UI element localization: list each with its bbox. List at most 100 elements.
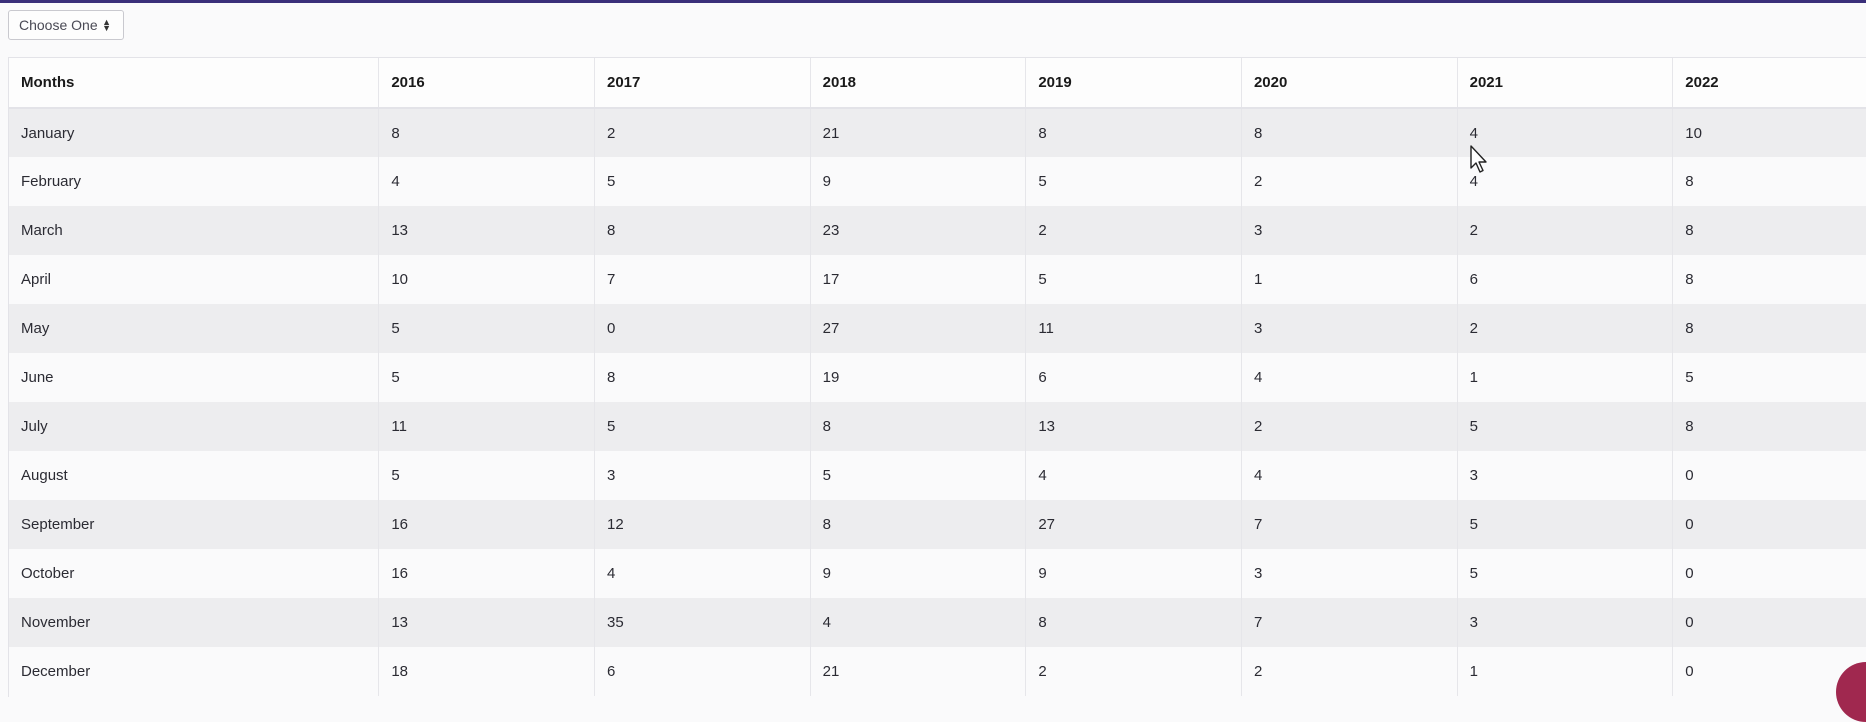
value-cell: 4 xyxy=(594,549,811,598)
column-header-2021: 2021 xyxy=(1457,58,1674,109)
table-row: January 8 2 21 8 8 4 10 xyxy=(9,108,1866,157)
value-cell: 2 xyxy=(1457,206,1674,255)
value-cell: 12 xyxy=(594,500,811,549)
value-cell: 1 xyxy=(1457,647,1674,696)
value-cell: 8 xyxy=(1672,402,1866,451)
value-cell: 3 xyxy=(1241,206,1458,255)
value-cell: 0 xyxy=(1672,500,1866,549)
value-cell: 0 xyxy=(594,304,811,353)
value-cell: 0 xyxy=(1672,598,1866,647)
value-cell: 21 xyxy=(810,647,1027,696)
value-cell: 1 xyxy=(1457,353,1674,402)
value-cell: 5 xyxy=(1025,157,1242,206)
month-cell: January xyxy=(9,108,380,157)
month-cell: April xyxy=(9,255,380,304)
monthly-table-container: Months 2016 2017 2018 2019 2020 2021 2022 Janua… xyxy=(8,57,1866,697)
value-cell: 6 xyxy=(594,647,811,696)
month-cell: May xyxy=(9,304,380,353)
value-cell: 27 xyxy=(810,304,1027,353)
value-cell: 3 xyxy=(1241,549,1458,598)
value-cell: 5 xyxy=(1672,353,1866,402)
table-row: October 16 4 9 9 3 5 0 xyxy=(9,549,1866,598)
value-cell: 7 xyxy=(1241,500,1458,549)
value-cell: 5 xyxy=(810,451,1027,500)
month-cell: March xyxy=(9,206,380,255)
value-cell: 5 xyxy=(1457,500,1674,549)
choose-one-select[interactable]: Choose One ▲ ▼ xyxy=(8,10,124,40)
value-cell: 3 xyxy=(1241,304,1458,353)
value-cell: 5 xyxy=(1457,402,1674,451)
month-cell: June xyxy=(9,353,380,402)
value-cell: 35 xyxy=(594,598,811,647)
month-cell: October xyxy=(9,549,380,598)
table-row: July 11 5 8 13 2 5 8 xyxy=(9,402,1866,451)
value-cell: 2 xyxy=(1025,206,1242,255)
value-cell: 2 xyxy=(1025,647,1242,696)
value-cell: 11 xyxy=(378,402,595,451)
value-cell: 2 xyxy=(594,108,811,157)
value-cell: 4 xyxy=(1025,451,1242,500)
column-header-2017: 2017 xyxy=(594,58,811,109)
value-cell: 7 xyxy=(594,255,811,304)
value-cell: 8 xyxy=(810,402,1027,451)
column-header-2022: 2022 xyxy=(1672,58,1866,109)
table-row: June 5 8 19 6 4 1 5 xyxy=(9,353,1866,402)
value-cell: 9 xyxy=(810,157,1027,206)
month-cell: July xyxy=(9,402,380,451)
value-cell: 4 xyxy=(1457,157,1674,206)
table-row: August 5 3 5 4 4 3 0 xyxy=(9,451,1866,500)
value-cell: 16 xyxy=(378,549,595,598)
month-cell: November xyxy=(9,598,380,647)
value-cell: 6 xyxy=(1025,353,1242,402)
value-cell: 19 xyxy=(810,353,1027,402)
value-cell: 2 xyxy=(1457,304,1674,353)
value-cell: 13 xyxy=(1025,402,1242,451)
table-row: February 4 5 9 5 2 4 8 xyxy=(9,157,1866,206)
value-cell: 2 xyxy=(1241,647,1458,696)
month-cell: February xyxy=(9,157,380,206)
value-cell: 9 xyxy=(1025,549,1242,598)
value-cell: 5 xyxy=(1025,255,1242,304)
value-cell: 4 xyxy=(1241,451,1458,500)
month-cell: August xyxy=(9,451,380,500)
table-row: December 18 6 21 2 2 1 0 xyxy=(9,647,1866,696)
table-row: September 16 12 8 27 7 5 0 xyxy=(9,500,1866,549)
value-cell: 5 xyxy=(594,402,811,451)
value-cell: 8 xyxy=(594,353,811,402)
value-cell: 3 xyxy=(594,451,811,500)
value-cell: 13 xyxy=(378,206,595,255)
value-cell: 2 xyxy=(1241,157,1458,206)
value-cell: 4 xyxy=(1457,108,1674,157)
value-cell: 8 xyxy=(1672,206,1866,255)
value-cell: 8 xyxy=(1672,304,1866,353)
column-header-months: Months xyxy=(9,58,380,109)
table-row: March 13 8 23 2 3 2 8 xyxy=(9,206,1866,255)
month-cell: December xyxy=(9,647,380,696)
column-header-2019: 2019 xyxy=(1025,58,1242,109)
value-cell: 10 xyxy=(1672,108,1866,157)
value-cell: 3 xyxy=(1457,598,1674,647)
value-cell: 8 xyxy=(810,500,1027,549)
table-body: January 8 2 21 8 8 4 10 February 4 5 9 5 2 4 8 March 13 8 2… xyxy=(9,108,1866,696)
value-cell: 4 xyxy=(378,157,595,206)
value-cell: 9 xyxy=(810,549,1027,598)
value-cell: 5 xyxy=(378,304,595,353)
value-cell: 13 xyxy=(378,598,595,647)
value-cell: 8 xyxy=(1025,598,1242,647)
value-cell: 7 xyxy=(1241,598,1458,647)
value-cell: 8 xyxy=(1025,108,1242,157)
value-cell: 6 xyxy=(1457,255,1674,304)
value-cell: 3 xyxy=(1457,451,1674,500)
value-cell: 5 xyxy=(378,353,595,402)
value-cell: 11 xyxy=(1025,304,1242,353)
value-cell: 8 xyxy=(378,108,595,157)
month-cell: September xyxy=(9,500,380,549)
table-row: May 5 0 27 11 3 2 8 xyxy=(9,304,1866,353)
value-cell: 0 xyxy=(1672,451,1866,500)
header-row: Months 2016 2017 2018 2019 2020 2021 2022 xyxy=(9,58,1866,109)
table-header: Months 2016 2017 2018 2019 2020 2021 2022 xyxy=(9,58,1866,109)
value-cell: 8 xyxy=(594,206,811,255)
column-header-2016: 2016 xyxy=(378,58,595,109)
value-cell: 27 xyxy=(1025,500,1242,549)
value-cell: 8 xyxy=(1241,108,1458,157)
